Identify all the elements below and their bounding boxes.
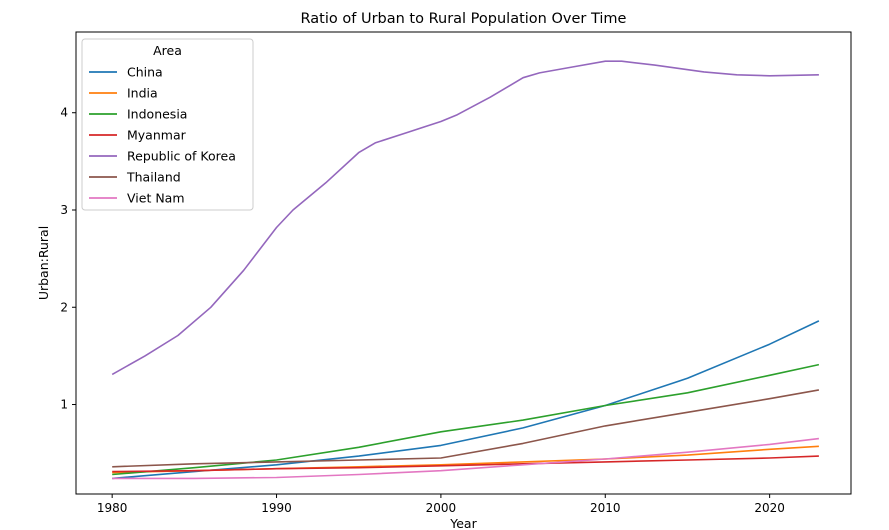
legend-title: Area [153, 43, 182, 58]
x-tick-label: 1980 [97, 501, 128, 515]
legend-entry-label: Myanmar [127, 128, 187, 143]
x-axis-ticks: 1980 1990 2000 2010 2020 [97, 494, 785, 515]
x-tick-label: 2010 [590, 501, 621, 515]
y-tick-label: 2 [60, 300, 68, 314]
y-tick-label: 1 [60, 398, 68, 412]
y-tick-label: 4 [60, 106, 68, 120]
legend-box [81, 38, 254, 211]
legend-entry-label: Viet Nam [127, 191, 185, 206]
legend-entry-label: China [127, 65, 163, 80]
legend: Area China India Indonesia Myanmar Republic … [81, 38, 254, 211]
x-tick-label: 2000 [426, 501, 457, 515]
plot-frame [75, 31, 852, 495]
x-axis-label: Year [449, 516, 477, 530]
x-tick-label: 1990 [261, 501, 292, 515]
series-line-thailand [112, 389, 820, 468]
legend-entry-label: Thailand [126, 170, 181, 185]
x-tick-label: 2020 [754, 501, 785, 515]
series-line-viet-nam [112, 437, 819, 480]
series-lines [111, 60, 820, 480]
series-line-myanmar [112, 455, 819, 473]
legend-entry-label: Republic of Korea [127, 149, 236, 164]
series-line-indonesia [112, 363, 820, 476]
chart-title: Ratio of Urban to Rural Population Over … [301, 11, 627, 27]
y-axis-ticks: 1 2 3 4 [60, 106, 76, 412]
y-axis-label: Urban:Rural [36, 226, 51, 300]
legend-entry-label: Indonesia [127, 107, 187, 122]
legend-entry-label: India [127, 86, 158, 101]
series-line-china [112, 320, 820, 480]
series-line-republic-of-korea [111, 60, 819, 376]
y-tick-label: 3 [60, 203, 68, 217]
